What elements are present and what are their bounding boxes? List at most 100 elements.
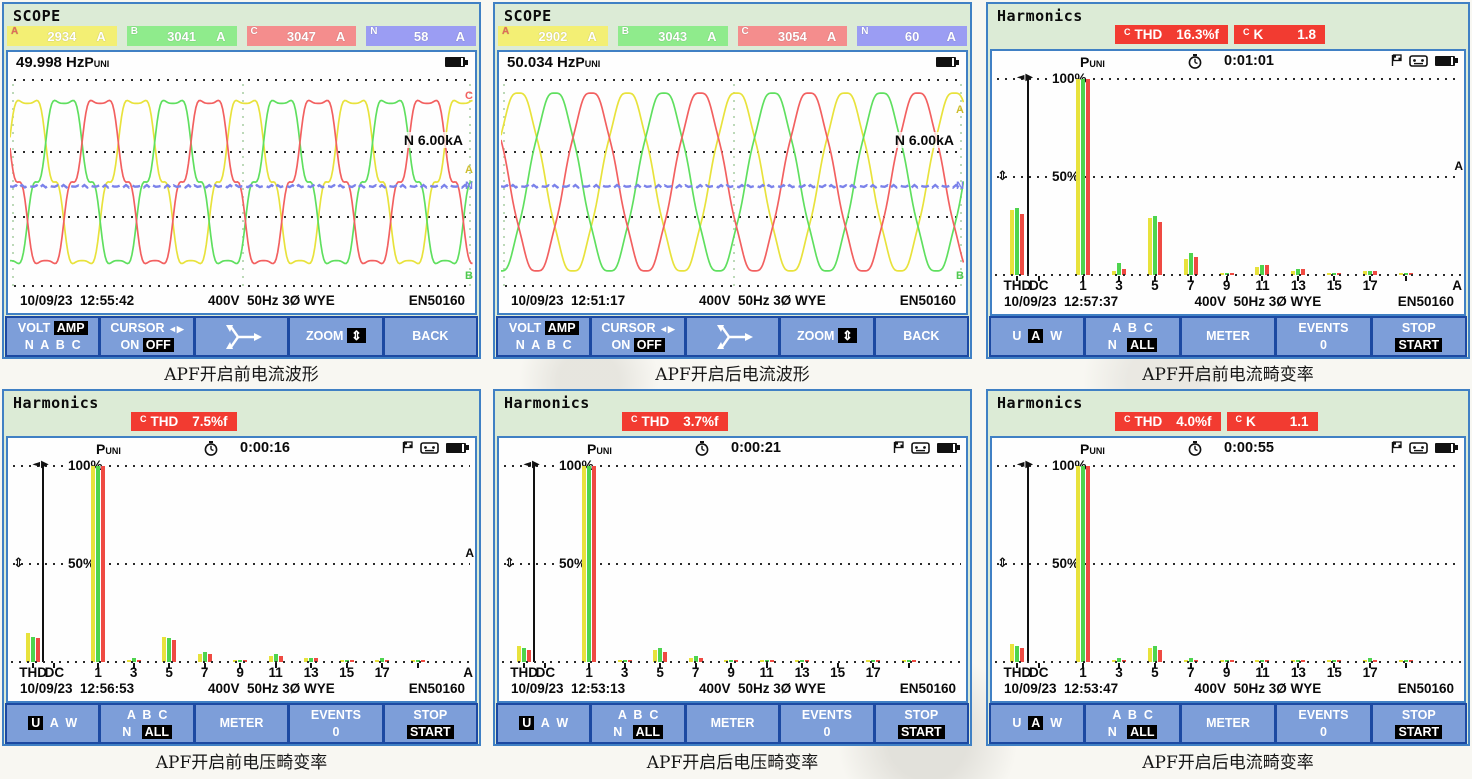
standard: EN50160 bbox=[408, 293, 465, 308]
harmonic-bar-phase-C bbox=[172, 640, 177, 662]
cursor-handle-icon[interactable]: ◄▶ bbox=[1016, 459, 1035, 470]
x-tick-label: 9 bbox=[1222, 278, 1231, 293]
axis-tick bbox=[203, 663, 206, 668]
harmonic-bar-phase-C bbox=[1086, 466, 1091, 662]
x-tick-label: 11 bbox=[1255, 278, 1270, 293]
softkey-unit-select[interactable]: U A W bbox=[991, 318, 1087, 355]
axis-tick bbox=[1189, 663, 1192, 668]
softkey-unit-select[interactable]: U A W bbox=[7, 705, 102, 742]
device-screen: PUNI 0:00:21 100% 50% ⇕ ◄▶ THD DC 1 3 5 7 9 11 1… bbox=[497, 436, 968, 703]
axis-tick bbox=[765, 663, 768, 668]
harmonic-bar-phase-B bbox=[202, 652, 207, 662]
harmonics-x-axis: THD DC 1 3 5 7 9 11 13 15 17 bbox=[502, 665, 963, 683]
softkey-events[interactable]: EVENTS 0 bbox=[1277, 705, 1373, 742]
harmonic-bar-phase-A bbox=[162, 636, 167, 662]
grid-hline bbox=[14, 79, 469, 82]
figure-caption: APF开启前电流畸变率 bbox=[1142, 365, 1314, 385]
x-tick-label: 9 bbox=[727, 665, 735, 680]
softkey-meter[interactable]: METER bbox=[687, 705, 782, 742]
cursor-handle-icon[interactable]: ◄▶ bbox=[32, 459, 50, 470]
harmonic-bar-phase-B bbox=[1081, 79, 1086, 275]
softkey-meter[interactable]: METER bbox=[196, 705, 291, 742]
softkey-events[interactable]: EVENTS 0 bbox=[1277, 318, 1373, 355]
screen-info-row: PUNI 0:01:01 bbox=[992, 51, 1464, 75]
axis-unit-label: A bbox=[1452, 278, 1462, 293]
status-bar: 10/09/23 12:57:37 400V 50Hz 3Ø WYE EN50160 bbox=[992, 293, 1464, 314]
cursor-handle-icon[interactable]: ◄▶ bbox=[523, 459, 541, 470]
softkey-meter[interactable]: METER bbox=[1182, 705, 1278, 742]
harmonic-bar-phase-A bbox=[653, 650, 658, 662]
softkey-volt-amp[interactable]: VOLT AMP N A B C bbox=[7, 318, 102, 355]
status-bar: 10/09/23 12:56:53 400V 50Hz 3Ø WYE EN50160 bbox=[8, 680, 475, 701]
softkey-back[interactable]: BACK bbox=[903, 329, 940, 344]
flag-icon bbox=[1391, 54, 1402, 66]
gridline-100pct: 100% bbox=[504, 458, 961, 473]
harmonic-bar-phase-B bbox=[622, 660, 627, 662]
harmonic-bar-phase-C bbox=[663, 652, 668, 662]
cursor-handle-icon[interactable]: ◄▶ bbox=[1016, 72, 1035, 83]
axis-tick bbox=[1405, 276, 1407, 281]
status-bar: 10/09/23 12:55:42 400V 50Hz 3Ø WYE EN50160 bbox=[8, 292, 475, 313]
softkey-back[interactable]: BACK bbox=[412, 329, 449, 344]
harmonic-bar-phase-A bbox=[795, 660, 800, 662]
softkey-zoom[interactable]: ZOOM ⇕ bbox=[781, 318, 876, 355]
harmonic-cursor-line[interactable] bbox=[1026, 466, 1029, 662]
harmonic-bar-phase-A bbox=[1183, 660, 1188, 662]
harmonic-bar-phase-B bbox=[1152, 216, 1157, 275]
grid-config: 400V 50Hz 3Ø WYE bbox=[207, 681, 335, 696]
harmonics-bar-chart: 100% 50% ⇕ ◄▶ bbox=[502, 458, 963, 668]
softkey-stop-start[interactable]: STOP START bbox=[876, 705, 967, 742]
softkey-events[interactable]: EVENTS 0 bbox=[781, 705, 876, 742]
channel-a-readout: A 2902 A bbox=[498, 26, 608, 46]
harmonic-bar-phase-B bbox=[309, 658, 314, 662]
harmonic-cursor-line[interactable] bbox=[42, 466, 45, 662]
grid-config: 400V 50Hz 3Ø WYE bbox=[698, 681, 826, 696]
harmonic-bar-phase-C bbox=[1373, 660, 1378, 662]
y-label-50: 50% bbox=[1049, 169, 1083, 184]
softkey-events[interactable]: EVENTS 0 bbox=[290, 705, 385, 742]
thd-badge: C THD 4.0%f bbox=[1115, 412, 1221, 431]
softkey-stop-start[interactable]: STOP START bbox=[385, 705, 476, 742]
softkey-zoom[interactable]: ZOOM ⇕ bbox=[290, 318, 385, 355]
softkey-phasor[interactable] bbox=[196, 318, 291, 355]
puni-indicator: PUNI bbox=[84, 54, 110, 70]
softkey-cursor[interactable]: CURSOR ◄▶ ON OFF bbox=[101, 318, 196, 355]
softkey-phasor[interactable] bbox=[687, 318, 782, 355]
axis-tick bbox=[1117, 276, 1120, 281]
harmonic-bar-phase-C bbox=[136, 660, 141, 662]
harmonic-bar-phase-C bbox=[1157, 222, 1162, 275]
flag-icon bbox=[893, 441, 904, 453]
scale-updown-icon: ⇕ bbox=[13, 556, 24, 571]
harmonic-bar-phase-B bbox=[1368, 271, 1373, 275]
x-tick-label: 3 bbox=[1115, 665, 1123, 680]
softkey-stop-start[interactable]: STOP START bbox=[1373, 318, 1465, 355]
harmonic-cursor-line[interactable] bbox=[1026, 79, 1029, 275]
battery-icon bbox=[446, 442, 469, 453]
harmonic-bar-phase-A bbox=[1010, 210, 1015, 275]
harmonic-bar-phase-C bbox=[1229, 273, 1234, 275]
axis-tick bbox=[1189, 276, 1192, 281]
softkey-unit-select[interactable]: U A W bbox=[991, 705, 1087, 742]
harmonic-bar-phase-A bbox=[759, 660, 764, 662]
memory-icon bbox=[911, 441, 930, 454]
softkey-cursor[interactable]: CURSOR ◄▶ ON OFF bbox=[592, 318, 687, 355]
harmonic-bar-phase-B bbox=[729, 660, 734, 662]
softkey-stop-start[interactable]: STOP START bbox=[1373, 705, 1465, 742]
harmonic-cursor-line[interactable] bbox=[533, 466, 536, 662]
axis-tick bbox=[416, 663, 419, 668]
harmonic-bar-phase-C bbox=[420, 660, 425, 662]
measurement-badges: C THD 3.7%f bbox=[495, 412, 970, 433]
measurement-badges: C THD 4.0%f C K 1.1 bbox=[988, 412, 1468, 433]
softkey-meter[interactable]: METER bbox=[1182, 318, 1278, 355]
softkey-volt-amp[interactable]: VOLT AMP N A B C bbox=[498, 318, 593, 355]
x-tick-label: 3 bbox=[620, 665, 629, 680]
panel-title: Harmonics bbox=[997, 7, 1083, 25]
harmonic-bar-phase-C bbox=[734, 660, 739, 662]
harmonic-bar-phase-C bbox=[101, 466, 106, 662]
softkey-unit-select[interactable]: U A W bbox=[498, 705, 593, 742]
